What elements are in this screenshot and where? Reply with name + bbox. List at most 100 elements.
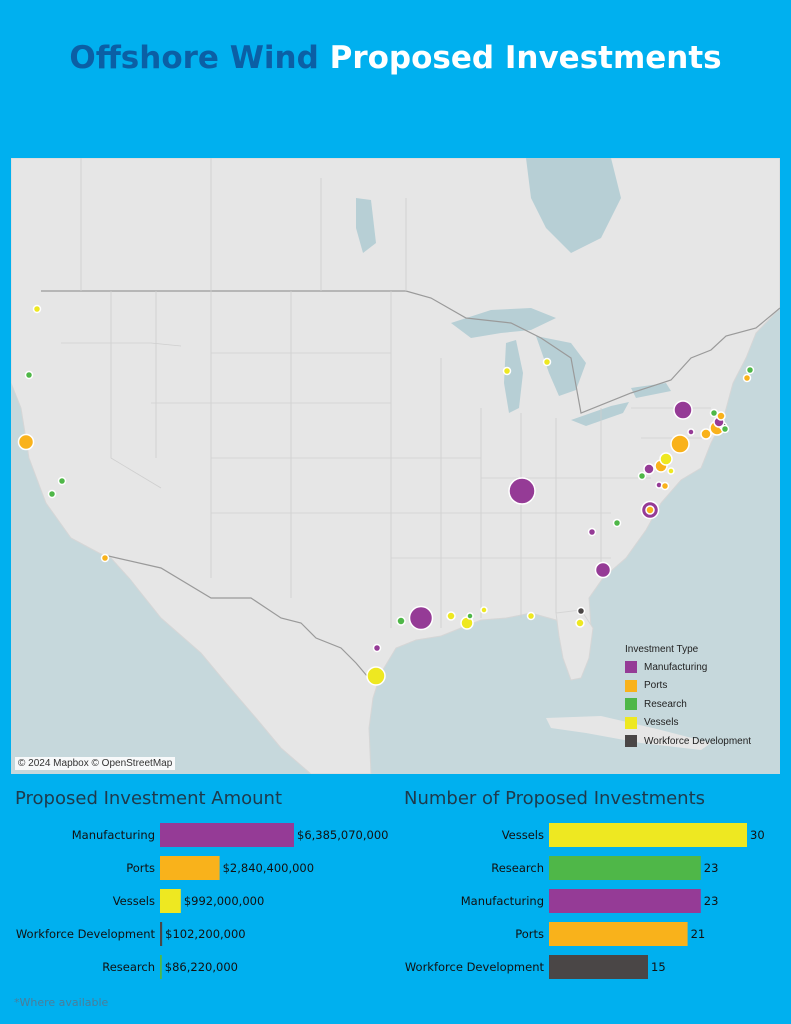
title-part-proposed-investments: Proposed Investments xyxy=(329,40,722,76)
count-bar-chart: Vessels 30 Research 23 Manufacturing 23 Ports 2… xyxy=(405,823,765,979)
category-label-ports: Ports xyxy=(126,861,155,875)
bubble-manufacturing[interactable] xyxy=(587,527,597,537)
bubble-manufacturing[interactable] xyxy=(594,561,612,579)
bar-research[interactable] xyxy=(160,955,162,979)
category-label-vessels: Vessels xyxy=(113,894,155,908)
bubble-research[interactable] xyxy=(396,616,406,626)
state-lines xyxy=(61,291,711,628)
bubble-ports[interactable] xyxy=(700,428,712,440)
bubble-ports[interactable] xyxy=(670,434,690,454)
legend-label: Ports xyxy=(644,680,668,692)
province-lines xyxy=(80,158,407,291)
data-label-vessels: 30 xyxy=(750,828,765,842)
investment-map[interactable]: © 2024 Mapbox © OpenStreetMap Investment… xyxy=(11,158,780,774)
bubble-ports[interactable] xyxy=(716,411,726,421)
legend-label: Research xyxy=(644,698,687,710)
legend-item-workforce-development[interactable]: Workforce Development xyxy=(625,732,775,751)
bubble-vessels[interactable] xyxy=(366,666,386,686)
category-label-vessels: Vessels xyxy=(502,828,544,842)
bubble-vessels[interactable] xyxy=(446,611,456,621)
legend-item-research[interactable]: Research xyxy=(625,695,775,714)
bubble-research[interactable] xyxy=(745,365,755,375)
bar-ports[interactable] xyxy=(549,922,688,946)
bar-manufacturing[interactable] xyxy=(549,889,701,913)
legend-swatch-research xyxy=(625,698,637,711)
category-label-manufacturing: Manufacturing xyxy=(461,894,544,908)
bar-vessels[interactable] xyxy=(549,823,747,847)
data-label-research: 23 xyxy=(704,861,719,875)
bar-workforce-development[interactable] xyxy=(160,922,163,946)
map-legend: Investment Type Manufacturing Ports Rese… xyxy=(625,644,775,751)
legend-label: Manufacturing xyxy=(644,661,708,673)
bubble-research[interactable] xyxy=(24,370,34,380)
bubble-vessels[interactable] xyxy=(542,357,552,367)
legend-item-manufacturing[interactable]: Manufacturing xyxy=(625,658,775,677)
footnote: *Where available xyxy=(14,996,109,1009)
category-label-workforce-development: Workforce Development xyxy=(405,960,545,974)
legend-item-ports[interactable]: Ports xyxy=(625,677,775,696)
bubble-vessels[interactable] xyxy=(526,611,536,621)
lake-superior xyxy=(451,308,556,338)
bubble-workforce[interactable] xyxy=(576,606,586,616)
bubble-manufacturing[interactable] xyxy=(372,643,382,653)
category-label-research: Research xyxy=(102,960,155,974)
bubble-manufacturing[interactable] xyxy=(687,428,695,436)
map-canvas[interactable] xyxy=(11,158,780,774)
us-canada-border xyxy=(41,290,780,414)
category-label-workforce-development: Workforce Development xyxy=(16,927,156,941)
data-label-manufacturing: $6,385,070,000 xyxy=(297,828,388,842)
bar-manufacturing[interactable] xyxy=(160,823,294,847)
data-label-manufacturing: 23 xyxy=(704,894,719,908)
category-label-ports: Ports xyxy=(515,927,544,941)
bubble-vessels[interactable] xyxy=(575,618,585,628)
lake-erie xyxy=(571,402,629,426)
map-attribution[interactable]: © 2024 Mapbox © OpenStreetMap xyxy=(15,757,176,770)
page-title: Offshore Wind Proposed Investments xyxy=(0,40,791,76)
lake-winnipeg xyxy=(356,198,376,253)
bubble-ports[interactable] xyxy=(645,505,655,515)
gulf-of-california xyxy=(123,578,226,728)
legend-title: Investment Type xyxy=(625,644,699,655)
data-label-vessels: $992,000,000 xyxy=(184,894,264,908)
legend-swatch-manufacturing xyxy=(625,661,637,674)
bar-research[interactable] xyxy=(549,856,701,880)
bar-vessels[interactable] xyxy=(160,889,181,913)
count-chart-title: Number of Proposed Investments xyxy=(404,788,706,809)
bar-ports[interactable] xyxy=(160,856,220,880)
bubble-vessels[interactable] xyxy=(480,606,488,614)
bubble-research[interactable] xyxy=(612,518,622,528)
legend-swatch-vessels xyxy=(625,716,637,729)
bubble-research[interactable] xyxy=(57,476,67,486)
hudson-bay xyxy=(526,158,621,253)
bubble-ports[interactable] xyxy=(660,481,670,491)
florida xyxy=(555,609,594,681)
bubble-vessels[interactable] xyxy=(659,452,673,466)
bubble-manufacturing[interactable] xyxy=(408,605,434,631)
bubble-ports[interactable] xyxy=(100,553,110,563)
data-label-ports: $2,840,400,000 xyxy=(223,861,314,875)
legend-label: Vessels xyxy=(644,717,679,729)
bubble-ports[interactable] xyxy=(742,373,752,383)
bubble-research[interactable] xyxy=(720,424,730,434)
data-label-workforce-development: $102,200,000 xyxy=(165,927,245,941)
investment-bubbles[interactable] xyxy=(17,304,755,686)
bar-workforce-development[interactable] xyxy=(549,955,648,979)
bubble-manufacturing[interactable] xyxy=(508,477,536,505)
bubble-ports[interactable] xyxy=(17,433,35,451)
bubble-research[interactable] xyxy=(466,612,474,620)
bubble-research[interactable] xyxy=(637,471,647,481)
title-part-offshore-wind: Offshore Wind xyxy=(69,40,319,76)
legend-swatch-ports xyxy=(625,679,637,692)
lake-ontario xyxy=(631,383,671,398)
data-label-workforce-development: 15 xyxy=(651,960,666,974)
data-label-ports: 21 xyxy=(691,927,706,941)
bubble-manufacturing[interactable] xyxy=(673,400,693,420)
bubble-vessels[interactable] xyxy=(667,467,675,475)
bubble-manufacturing[interactable] xyxy=(643,463,655,475)
bubble-vessels[interactable] xyxy=(32,304,42,314)
bubble-vessels[interactable] xyxy=(502,366,512,376)
lake-huron xyxy=(536,336,586,396)
category-label-research: Research xyxy=(491,861,544,875)
bubble-research[interactable] xyxy=(47,489,57,499)
legend-item-vessels[interactable]: Vessels xyxy=(625,714,775,733)
